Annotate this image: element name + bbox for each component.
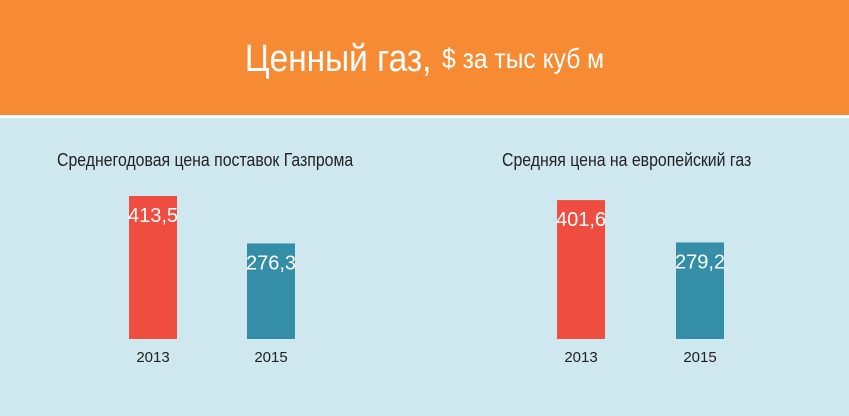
chart-gazprom: Среднегодовая цена поставок Газпрома 413… [57,118,387,416]
x-tick-label: 2015 [254,349,287,366]
bar-2013 [557,200,605,339]
x-tick-label: 2013 [564,349,597,366]
chart-europe-plot: 401,6 2013 279,2 2015 [556,200,725,366]
title-units: $ за тыс куб м [442,43,605,74]
bar-value-label: 276,3 [246,252,296,274]
bar-2015 [676,242,724,339]
page-title: Ценный газ, $ за тыс куб м [51,0,798,118]
bar-value-label: 413,5 [128,205,178,227]
bar-value-label: 401,6 [556,209,606,231]
bar-value-label: 279,2 [675,251,725,273]
title-main: Ценный газ, [244,37,432,80]
bar-2013 [129,196,177,339]
chart-title-gazprom: Среднегодовая цена поставок Газпрома [57,150,354,170]
header-banner: Ценный газ, $ за тыс куб м [0,0,849,118]
chart-europe: Средняя цена на европейский газ 401,6 201… [502,118,832,416]
chart-gazprom-plot: 413,5 2013 276,3 2015 [128,196,296,366]
bar-2015 [247,243,295,339]
x-tick-label: 2015 [683,349,716,366]
x-tick-label: 2013 [136,349,169,366]
chart-title-europe: Средняя цена на европейский газ [502,150,752,170]
